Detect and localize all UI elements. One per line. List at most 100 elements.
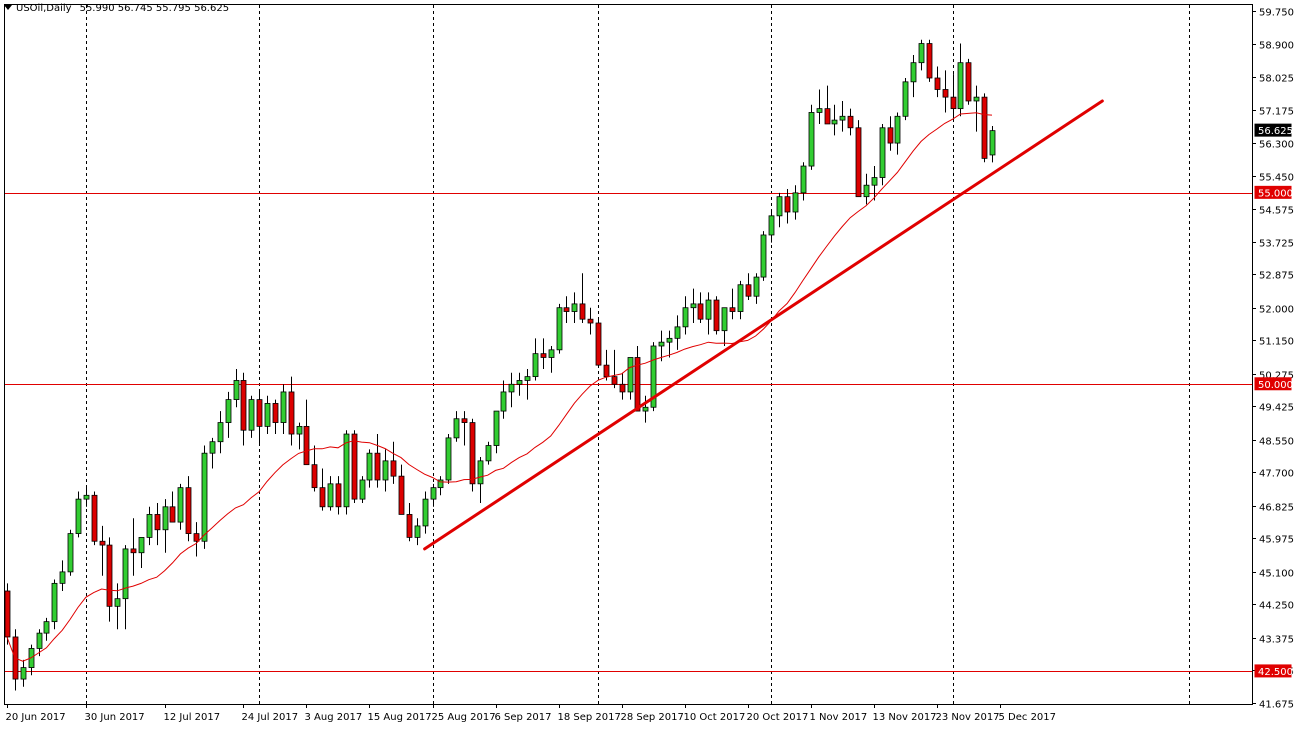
candle-bear	[130, 548, 137, 554]
candle-bull	[516, 380, 523, 385]
chart-frame	[4, 4, 1253, 705]
candle-bull	[556, 307, 563, 351]
candle-bull	[248, 399, 255, 431]
candle-bull	[422, 498, 429, 527]
candle-bull	[296, 425, 303, 435]
candle-bear	[390, 460, 397, 477]
candle-bull	[548, 349, 555, 358]
candle-bull	[437, 479, 444, 489]
y-tick-label: 49.425	[1259, 403, 1294, 414]
candle-bull	[366, 452, 373, 481]
candle-bear	[185, 487, 192, 534]
candle-bull	[500, 391, 507, 412]
candle-bear	[256, 399, 263, 427]
candle-bull	[36, 632, 43, 649]
level-label-box	[1254, 185, 1292, 199]
candle-bull	[650, 345, 657, 408]
candle-bear	[579, 303, 586, 320]
candle-bear	[950, 96, 957, 110]
candle-bull	[902, 81, 909, 117]
y-tick-label: 45.975	[1259, 535, 1294, 546]
candle-bull	[524, 376, 531, 381]
y-tick-label: 41.675	[1259, 700, 1294, 711]
candle-bear	[603, 364, 610, 378]
candle-bear	[713, 299, 720, 332]
candle-bull	[382, 460, 389, 481]
level-label: 55.000	[1258, 188, 1293, 199]
candle-bear	[697, 303, 704, 320]
candle-bear	[169, 506, 176, 523]
moving-average-line	[6, 112, 993, 662]
candle-bull	[571, 303, 578, 312]
candle-bear	[240, 380, 247, 431]
x-tick-label: 20 Jun 2017	[6, 712, 66, 723]
level-labels: 55.000 50.000 42.500 56.625	[1254, 123, 1293, 678]
candle-bear	[374, 452, 381, 481]
candle-bear	[855, 127, 862, 198]
candle-bull	[225, 399, 232, 423]
dropdown-arrow-icon[interactable]	[4, 5, 12, 10]
candle-bull	[217, 422, 224, 443]
candle-bull	[808, 112, 815, 167]
x-tick-label: 18 Sep 2017	[558, 712, 621, 723]
y-tick-label: 58.900	[1259, 41, 1294, 52]
level-label: 50.000	[1258, 380, 1293, 391]
candle-bull	[343, 433, 350, 508]
x-tick-label: 25 Aug 2017	[432, 712, 496, 723]
candle-bull	[359, 479, 366, 500]
candle-bull	[20, 667, 27, 680]
candle-bull	[627, 357, 634, 393]
y-tick-label: 58.025	[1259, 74, 1294, 85]
candle-bull	[768, 215, 775, 236]
candle-bull	[753, 276, 760, 297]
period-separators	[86, 5, 1190, 704]
candle-bull	[674, 326, 681, 339]
candle-bull	[776, 196, 783, 217]
x-tick-label: 20 Oct 2017	[747, 712, 809, 723]
x-tick-label: 24 Jul 2017	[242, 712, 299, 723]
x-tick-label: 30 Jun 2017	[85, 712, 145, 723]
candle-bull	[760, 234, 767, 278]
x-tick-label: 10 Oct 2017	[684, 712, 746, 723]
candle-bull	[445, 437, 452, 481]
candle-bull	[705, 299, 712, 320]
trendline[interactable]	[423, 99, 1104, 551]
candle-bull	[493, 410, 500, 446]
symbol-label: USOil,Daily	[16, 3, 72, 14]
candle-bull	[642, 406, 649, 412]
candle-bull	[863, 184, 870, 198]
candle-bull	[233, 380, 240, 400]
candle-bull	[831, 119, 838, 125]
candle-bull	[973, 96, 980, 102]
candle-bull	[114, 598, 121, 607]
candle-bear	[461, 418, 468, 423]
candle-bull	[83, 494, 90, 500]
y-tick-label: 50.275	[1259, 371, 1294, 382]
candle-bull	[879, 127, 886, 178]
y-tick-label: 51.150	[1259, 337, 1294, 348]
candle-bear	[981, 96, 988, 159]
x-tick-label: 3 Aug 2017	[305, 712, 363, 723]
candle-bear	[587, 318, 594, 324]
candle-bull	[508, 383, 515, 393]
candle-bull	[682, 307, 689, 328]
candle-bull	[957, 62, 964, 110]
candle-bull	[75, 498, 82, 534]
candle-bull	[800, 165, 807, 194]
x-tick-label: 12 Jul 2017	[164, 712, 221, 723]
current-price-label-box	[1254, 123, 1292, 137]
y-tick-label: 47.700	[1259, 469, 1294, 480]
candle-bull	[839, 115, 846, 121]
candle-bull	[721, 307, 728, 332]
y-tick-label: 53.725	[1259, 239, 1294, 250]
candle-bear	[319, 487, 326, 508]
candle-bull	[737, 284, 744, 312]
x-tick-label: 15 Aug 2017	[368, 712, 432, 723]
candle-bull	[414, 525, 421, 538]
candle-bull	[146, 514, 153, 538]
time-axis: 20 Jun 2017 30 Jun 2017 12 Jul 2017 24 Jul …	[6, 704, 1056, 723]
candle-bull	[485, 445, 492, 462]
ohlc-readout: 55.990 56.745 55.795 56.625	[79, 3, 230, 14]
candle-bull	[658, 341, 665, 347]
